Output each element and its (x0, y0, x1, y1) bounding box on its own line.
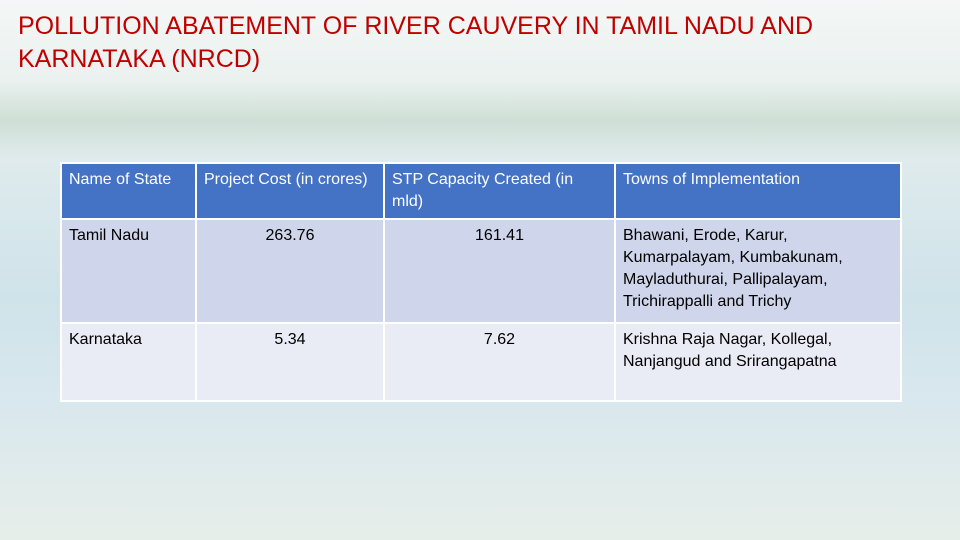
column-header: Towns of Implementation (614, 162, 902, 220)
column-header: Name of State (60, 162, 197, 220)
column-header: Project Cost (in crores) (195, 162, 385, 220)
column-header: STP Capacity Created (in mld) (383, 162, 616, 220)
cell: 263.76 (195, 218, 385, 324)
cell: 5.34 (195, 322, 385, 402)
cell: Bhawani, Erode, Karur, Kumarpalayam, Kum… (614, 218, 902, 324)
cell: Tamil Nadu (60, 218, 197, 324)
table-row: Karnataka 5.34 7.62 Krishna Raja Nagar, … (60, 322, 902, 402)
slide-title: POLLUTION ABATEMENT OF RIVER CAUVERY IN … (18, 12, 814, 73)
cell: Krishna Raja Nagar, Kollegal, Nanjangud … (614, 322, 902, 402)
data-table: Name of State Project Cost (in crores) S… (60, 162, 902, 402)
cell: Karnataka (60, 322, 197, 402)
cell: 7.62 (383, 322, 616, 402)
header-row: Name of State Project Cost (in crores) S… (60, 162, 902, 220)
cell: 161.41 (383, 218, 616, 324)
table-row: Tamil Nadu 263.76 161.41 Bhawani, Erode,… (60, 218, 902, 324)
